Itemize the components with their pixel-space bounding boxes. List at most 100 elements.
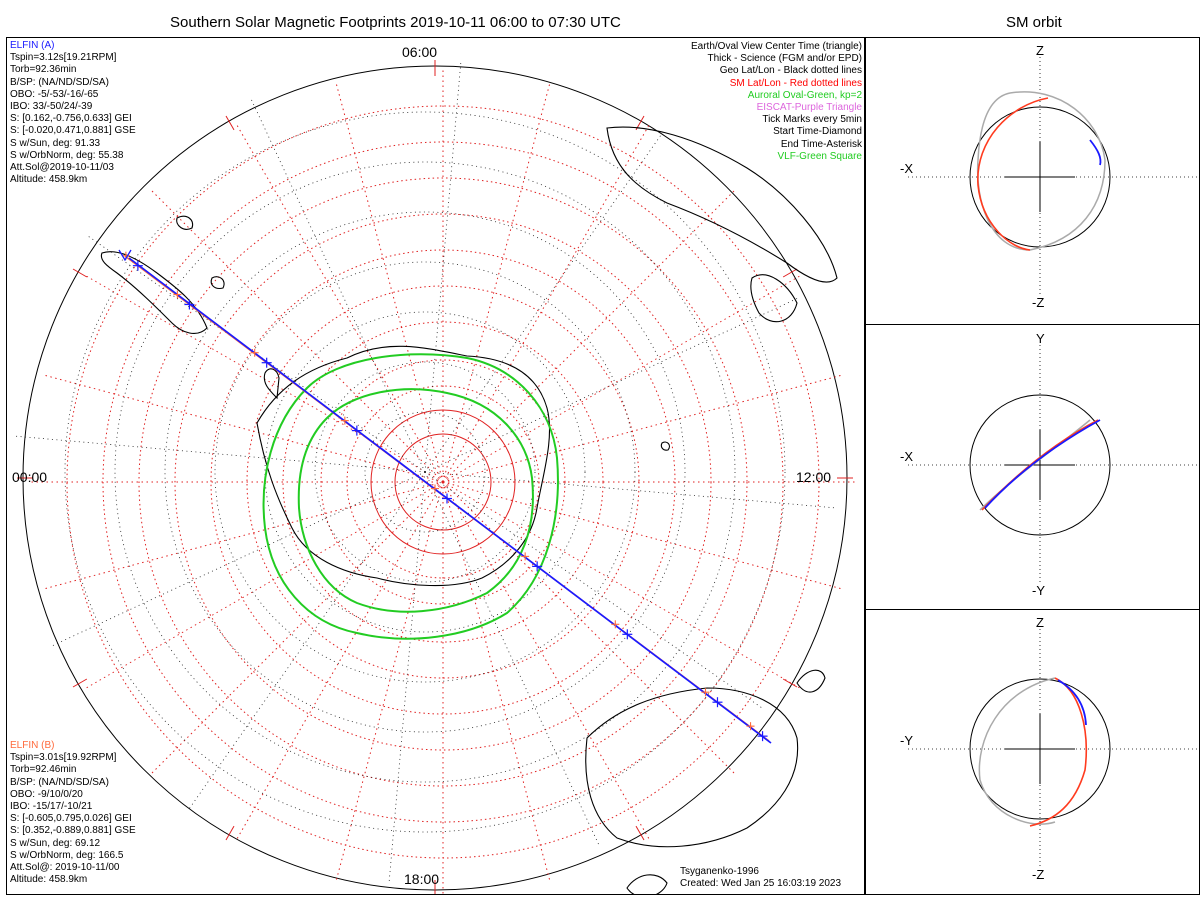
elfin-b-line: IBO: -15/17/-10/21 — [10, 801, 93, 813]
footprint-map-panel — [6, 37, 865, 895]
horizon-tick — [225, 115, 235, 131]
elfin-b-line: S: [0.352,-0.889,0.881] GSE — [10, 825, 136, 837]
sm-longitude-line — [335, 83, 444, 483]
elfin-a-line: S w/Sun, deg: 91.33 — [10, 137, 101, 149]
orbit-plots: Z-Z-XX Y-Y-XX Z-Z-YY — [900, 43, 1198, 882]
sm-longitude-line — [442, 374, 842, 483]
orbit-axis-label: Z — [1036, 43, 1044, 58]
legend: Earth/Oval View Center Time (triangle) Th… — [691, 41, 862, 163]
sm-latitude-circle — [138, 177, 748, 787]
geo-latitude-circle — [264, 311, 586, 633]
orbit-axis-label: -X — [900, 449, 913, 464]
horizon-tick — [782, 268, 798, 278]
elfin-b-lines: Tspin=3.01s[19.92RPM] Torb=92.46min B/SP: … — [10, 752, 136, 886]
legend-entry: End Time-Asterisk — [780, 138, 862, 150]
orbit-path-elfin-a — [1057, 679, 1087, 726]
coastline — [256, 345, 551, 587]
footprint-map — [14, 60, 855, 894]
legend-entry: Start Time-Diamond — [773, 126, 862, 138]
footer-info: Tsyganenko-1996 Created: Wed Jan 25 16:0… — [680, 866, 841, 890]
elfin-a-info: ELFIN (A) Tspin=3.12s[19.21RPM] Torb=92.3… — [10, 40, 136, 186]
orbit-axis-label: Y — [1036, 331, 1045, 346]
track-tick — [340, 416, 362, 436]
sm-longitude-line — [236, 481, 444, 840]
orbit-path-elfin-b — [977, 97, 1049, 251]
elfin-b-line: Torb=92.46min — [10, 764, 77, 776]
orbit-path-elfin-a — [1089, 139, 1102, 166]
geo-latitude-circle — [214, 261, 636, 683]
elfin-a-name: ELFIN (A) — [10, 40, 55, 51]
orbit-path-grey — [978, 677, 1056, 825]
sm-longitude-line — [442, 275, 801, 483]
coastline — [263, 368, 280, 400]
elfin-b-line: S w/Sun, deg: 69.12 — [10, 837, 101, 849]
elfin-b-line: B/SP: (NA/ND/SD/SA) — [10, 776, 109, 788]
geo-longitude-line — [388, 471, 426, 883]
sm-latitude-circle — [210, 249, 676, 715]
elfin-a-line: Torb=92.36min — [10, 64, 77, 76]
track-tick — [121, 251, 143, 271]
coastline — [176, 215, 194, 230]
sm-longitude-line — [442, 481, 842, 590]
legend-entry: Geo Lat/Lon - Black dotted lines — [719, 65, 862, 77]
auroral-oval-outer — [262, 353, 559, 640]
time-label-left: 00:00 — [12, 469, 48, 485]
start-marker — [118, 249, 132, 262]
legend-entry: Thick - Science (FGM and/or EPD) — [707, 53, 862, 65]
time-label-top: 06:00 — [402, 44, 438, 60]
elfin-a-line: Att.Sol@2019-10-11/03 — [10, 162, 114, 174]
geo-latitude-circle — [364, 411, 486, 533]
sm-longitude-line — [44, 481, 444, 590]
model-label: Tsyganenko-1996 — [680, 866, 759, 877]
sm-longitude-line — [236, 124, 444, 483]
elfin-b-line: OBO: -9/10/0/20 — [10, 788, 83, 800]
sm-longitude-line — [442, 481, 735, 774]
orbit-axis-label: -Z — [1032, 295, 1044, 310]
legend-entry: EISCAT-Purple Triangle — [756, 102, 862, 114]
horizon-tick — [635, 825, 645, 841]
elfin-b-line: S: [-0.605,0.795,0.026] GEI — [10, 813, 132, 825]
time-label-right: 12:00 — [796, 469, 832, 485]
sm-longitude-line — [151, 190, 444, 483]
elfin-b-line: Att.Sol@: 2019-10-11/00 — [10, 862, 120, 874]
elfin-b-line: Altitude: 458.9km — [10, 874, 88, 886]
orbit-axis-label: -Z — [1032, 867, 1044, 882]
legend-entry: VLF-Green Square — [777, 150, 863, 162]
geo-longitude-line — [51, 471, 426, 647]
legend-entry: SM Lat/Lon - Red dotted lines — [729, 77, 862, 89]
geo-latitude-circle — [114, 161, 736, 783]
sm-longitude-line — [85, 481, 444, 689]
coastline — [626, 874, 668, 894]
elfin-b-line: S w/OrbNorm, deg: 166.5 — [10, 849, 124, 861]
sm-longitude-line — [442, 481, 551, 881]
geo-longitude-line — [424, 297, 799, 473]
sm-latitude-circle — [320, 359, 566, 605]
sm-longitude-line — [442, 83, 551, 483]
sm-longitude-line — [442, 190, 735, 483]
elfin-b-line: Tspin=3.01s[19.92RPM] — [10, 752, 117, 764]
geo-longitude-line — [424, 471, 763, 709]
elfin-a-line: B/SP: (NA/ND/SD/SA) — [10, 76, 109, 88]
horizon-tick — [72, 268, 88, 278]
geo-latitude-circle — [164, 211, 686, 733]
elfin-a-line: Tspin=3.12s[19.21RPM] — [10, 52, 117, 64]
sm-longitude-line — [442, 124, 650, 483]
elfin-a-line: Altitude: 458.9km — [10, 174, 88, 186]
earth-circle — [969, 678, 1111, 820]
sm-longitude-line — [442, 481, 650, 840]
horizon-tick — [225, 825, 235, 841]
elfin-a-lines: Tspin=3.12s[19.21RPM] Torb=92.36min B/SP: … — [10, 52, 136, 186]
elfin-b-name: ELFIN (B) — [10, 740, 55, 751]
orbit-axis-label: -X — [900, 161, 913, 176]
orbit-panel-title: SM orbit — [1006, 14, 1062, 31]
created-label: Created: Wed Jan 25 16:03:19 2023 — [680, 878, 842, 890]
elfin-a-line: S w/OrbNorm, deg: 55.38 — [10, 149, 124, 161]
elfin-a-line: OBO: -5/-53/-16/-65 — [10, 88, 99, 100]
earth-circle — [969, 394, 1111, 536]
sm-longitude-line — [151, 481, 444, 774]
sm-longitude-line — [442, 481, 801, 689]
track-tick — [250, 348, 272, 368]
coastline — [660, 441, 670, 451]
horizon-tick — [782, 678, 798, 688]
elfin-b-info: ELFIN (B) Tspin=3.01s[19.92RPM] Torb=92.4… — [10, 740, 136, 886]
